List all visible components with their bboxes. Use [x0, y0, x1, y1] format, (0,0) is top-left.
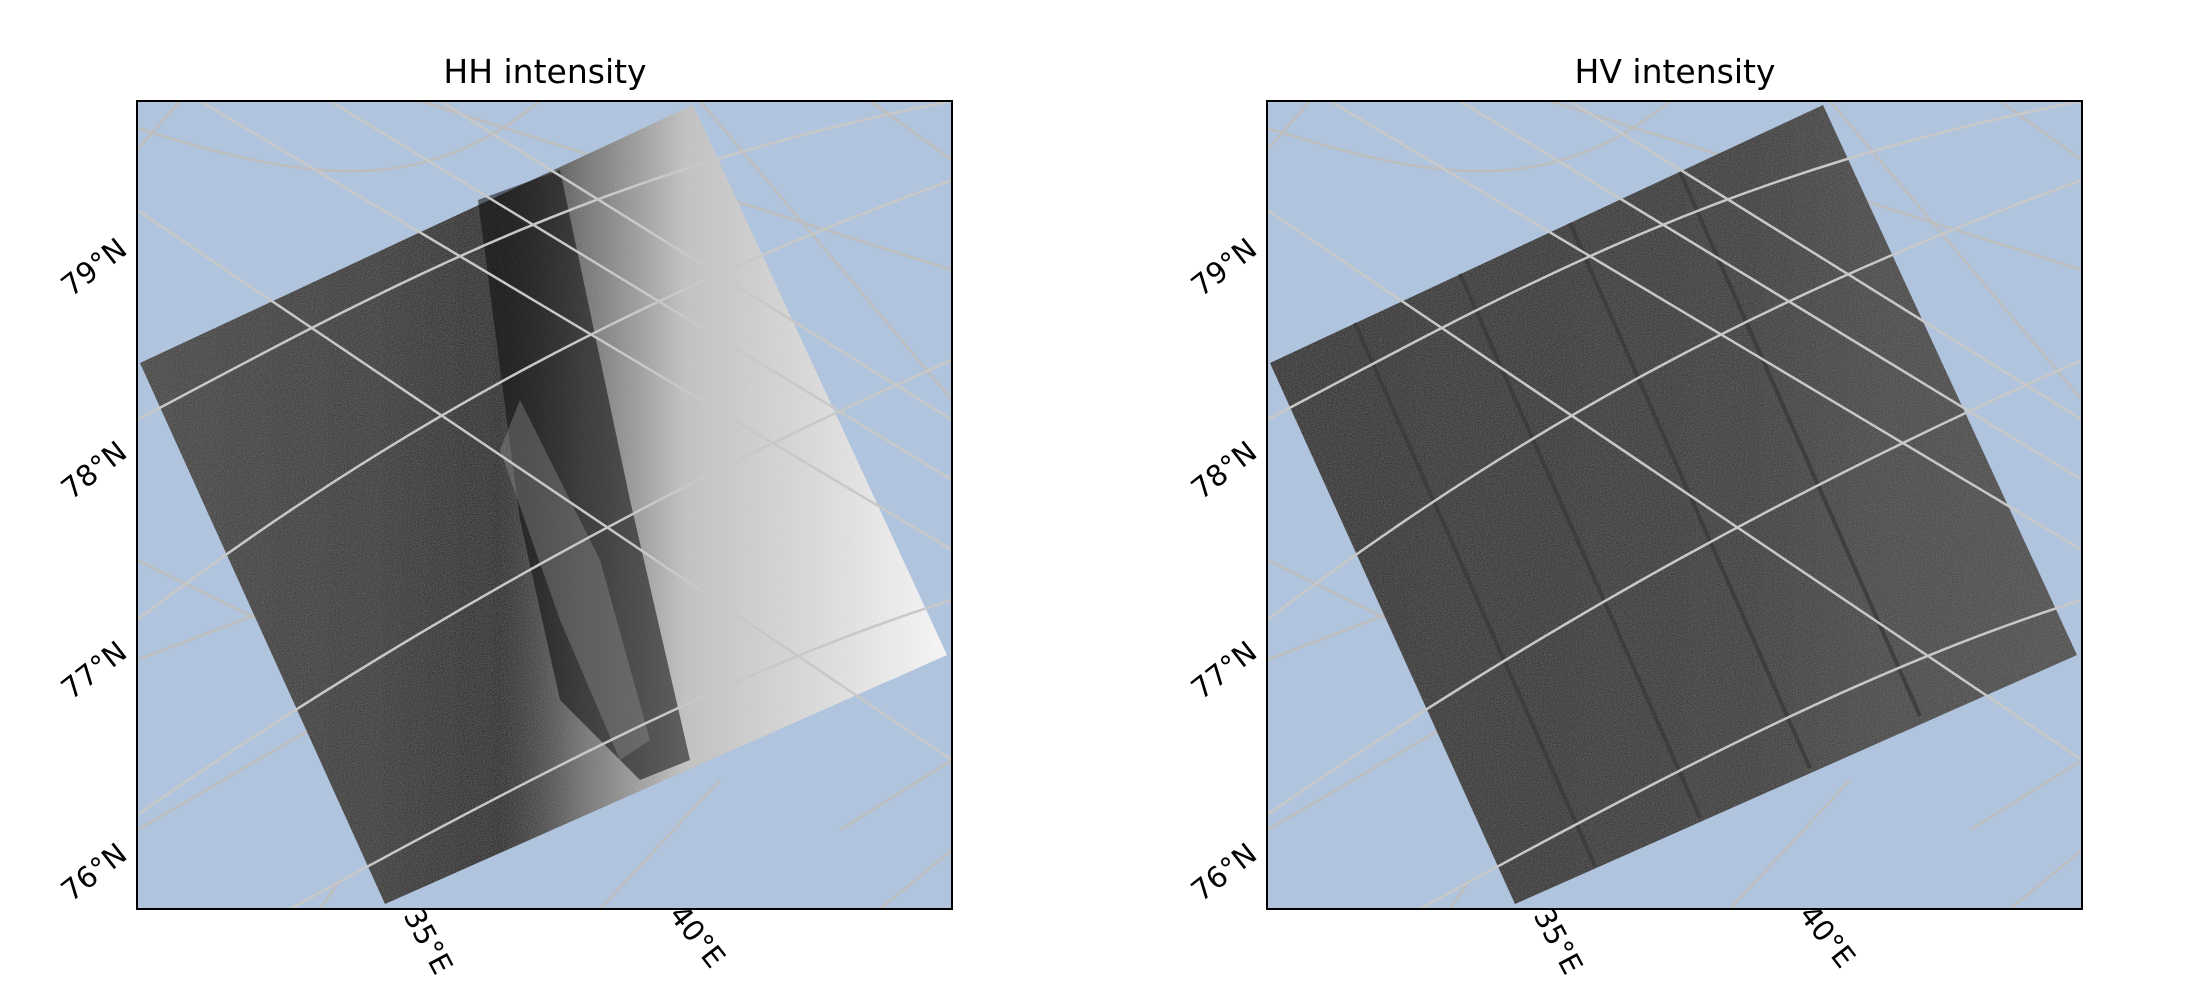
lat-label: 77°N [55, 634, 134, 706]
lat-labels-hh: 79°N 78°N 77°N 76°N [55, 231, 134, 908]
lon-labels-hv: 35°E 40°E [1527, 898, 1862, 979]
lat-label: 78°N [1185, 434, 1264, 506]
subswath-seams [1353, 171, 1922, 867]
ice-edge-texture [478, 170, 690, 780]
map-frame-hh [136, 100, 953, 910]
lon-label: 35°E [1527, 902, 1590, 980]
lon-labels-hh: 35°E 40°E [397, 898, 732, 979]
map-panel-hv: HV intensity [1185, 52, 2083, 980]
lon-label: 35°E [397, 902, 460, 980]
ice-streaks [500, 400, 650, 760]
lat-label: 76°N [1185, 836, 1264, 908]
lat-label: 76°N [55, 836, 134, 908]
lat-label: 77°N [1185, 634, 1264, 706]
graticule-overlay [137, 101, 952, 909]
panel-title-hh: HH intensity [443, 52, 646, 91]
map-panel-hh: HH intensity [55, 52, 953, 980]
lat-label: 79°N [1185, 231, 1264, 303]
lat-labels-hv: 79°N 78°N 77°N 76°N [1185, 231, 1264, 908]
panel-title-hv: HV intensity [1575, 52, 1776, 91]
graticule-overlay [1267, 101, 2082, 909]
lat-label: 78°N [55, 434, 134, 506]
map-frame-hv [1266, 100, 2083, 910]
lat-label: 79°N [55, 231, 134, 303]
